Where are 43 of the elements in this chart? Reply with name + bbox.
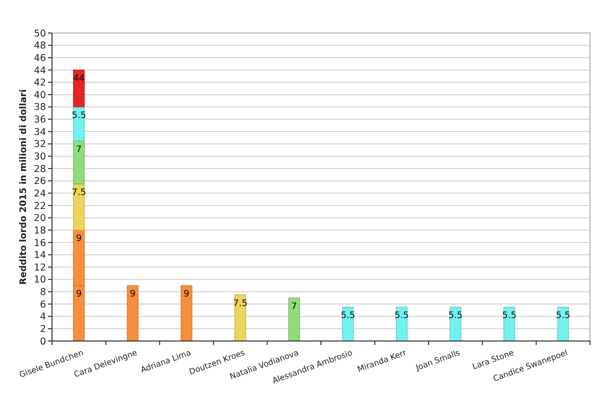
y-tick-label: 44 [34,65,46,76]
data-label: 7 [291,302,297,312]
data-label: 5.5 [340,311,356,322]
y-tick-label: 18 [34,225,46,236]
y-tick-label: 34 [34,126,46,138]
x-tick-label: Joan Smalls [414,348,462,373]
y-tick-label: 36 [34,114,46,126]
data-label: 9 [76,234,82,244]
y-tick-label: 2 [40,324,46,336]
y-tick-label: 20 [34,213,46,224]
y-tick-label: 46 [34,52,46,64]
y-tick-label: 42 [34,78,46,89]
data-label: 5.5 [556,311,570,322]
y-axis-title: Reddito lordo 2015 in milioni di dollari [19,89,29,285]
bar [73,70,85,108]
y-tick-label: 12 [34,262,46,274]
data-label: 5.5 [502,311,516,322]
y-tick-label: 0 [40,336,46,348]
y-tick-label: 38 [34,102,46,114]
data-label: 5.5 [448,311,463,322]
y-tick-label: 16 [34,238,46,249]
y-tick-label: 14 [34,250,46,262]
y-tick-label: 48 [34,40,46,52]
data-label: 9 [130,290,136,300]
y-tick-label: 24 [34,188,46,200]
y-tick-label: 8 [40,287,46,298]
y-tick-label: 30 [34,152,46,163]
total-label: 44 [73,74,85,84]
y-tick-label: 22 [34,200,46,212]
bar [73,140,85,184]
bar [450,306,462,342]
data-label: 7 [76,144,82,155]
y-tick-label: 50 [34,28,46,40]
data-label: 5.5 [394,311,409,322]
y-tick-label: 4 [40,312,46,323]
data-label: 9 [76,290,82,300]
y-tick-label: 32 [34,139,46,150]
y-tick-label: 26 [34,176,46,188]
y-tick-label: 6 [40,299,46,310]
y-tick-label: 40 [34,90,46,101]
y-tick-label: 10 [34,274,46,286]
y-tick-label: 28 [34,164,46,175]
data-label: 9 [184,290,190,300]
